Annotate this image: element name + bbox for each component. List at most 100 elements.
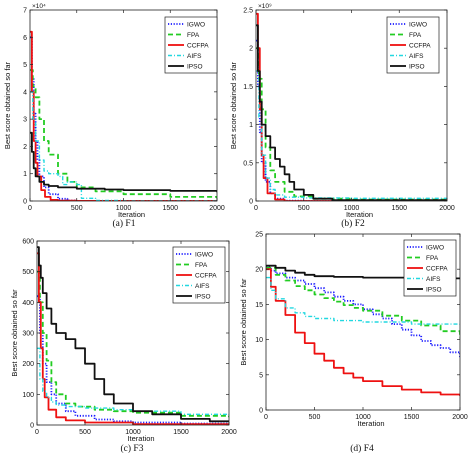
y-tick-label: 1.5: [243, 84, 253, 91]
legend-label-fpa: FPA: [187, 32, 200, 39]
legend-label-aifs: AIFS: [187, 53, 202, 60]
x-axis-label: Iteration: [346, 210, 373, 219]
x-tick-label: 0: [28, 205, 32, 212]
series-line-fpa: [256, 47, 447, 201]
x-tick-label: 0: [264, 414, 268, 421]
y-tick-label: 15: [255, 302, 263, 309]
y-tick-label: 7: [23, 8, 27, 15]
y-exponent-label: ×10⁹: [258, 3, 272, 10]
legend-label-ipso: IPSO: [426, 286, 442, 293]
y-axis-label: Best score obtained so far: [239, 278, 248, 366]
chart-panel-1: 0 500 1000 1500 2000 0 1 2 3 4 5 6 7 ×10⁴ Iteration Bes…: [3, 3, 225, 229]
series-line-ipso: [37, 246, 229, 423]
legend-label-aifs: AIFS: [426, 276, 441, 283]
series-group: [266, 264, 460, 396]
series-line-igwo: [266, 266, 460, 358]
x-tick-label: 2000: [209, 205, 225, 212]
y-tick-label: 2: [249, 46, 253, 53]
legend-label-ccfpa: CCFPA: [426, 265, 448, 272]
series-group: [256, 12, 447, 201]
y-tick-label: 500: [22, 269, 34, 276]
x-tick-label: 500: [309, 414, 321, 421]
y-tick-label: 6: [23, 35, 27, 42]
y-tick-label: 10: [255, 337, 263, 344]
y-tick-label: 5: [23, 62, 27, 69]
chart-panel-4: 0 500 1000 1500 2000 0 5 10 15 20 25 Iteration Best …: [239, 232, 468, 455]
x-tick-label: 2000: [452, 414, 468, 421]
x-tick-label: 2000: [221, 429, 237, 436]
legend-label-ccfpa: CCFPA: [409, 42, 431, 49]
y-tick-label: 2: [23, 144, 27, 151]
legend-label-ipso: IPSO: [195, 293, 211, 300]
legend: IGWO FPA CCFPA AIFS IPSO: [172, 246, 226, 304]
x-tick-label: 500: [71, 205, 83, 212]
y-axis-label: Best score obtained so far: [229, 61, 238, 149]
x-tick-label: 1000: [344, 205, 360, 212]
y-tick-label: 5: [259, 372, 263, 379]
x-tick-label: 1500: [173, 429, 189, 436]
series-line-fpa: [37, 270, 229, 418]
y-tick-label: 1: [23, 171, 27, 178]
legend-label-ipso: IPSO: [187, 63, 203, 70]
x-tick-label: 500: [298, 205, 310, 212]
series-line-ipso: [30, 131, 217, 193]
y-tick-label: 0: [249, 199, 253, 206]
y-tick-label: 0: [259, 408, 263, 415]
legend-label-fpa: FPA: [195, 262, 208, 269]
chart-panel-2: 0 500 1000 1500 2000 0 0.5 1 1.5 2 2.5 ×10⁹ Iteratio…: [229, 3, 455, 229]
legend-label-igwo: IGWO: [426, 244, 444, 251]
x-tick-label: 0: [35, 429, 39, 436]
y-tick-label: 4: [23, 89, 27, 96]
x-tick-label: 500: [79, 429, 91, 436]
legend-label-igwo: IGWO: [409, 21, 427, 28]
y-tick-label: 2.5: [243, 8, 253, 15]
y-tick-label: 0.5: [243, 160, 253, 167]
legend: IGWO FPA CCFPA AIFS IPSO: [164, 16, 218, 74]
y-tick-label: 600: [22, 239, 34, 246]
x-tick-label: 1000: [125, 429, 141, 436]
series-line-aifs: [30, 91, 217, 201]
x-tick-label: 2000: [439, 205, 455, 212]
legend-box: [386, 16, 440, 74]
y-axis-label: Best score obtained so far: [3, 61, 12, 149]
x-axis-label: Iteration: [127, 434, 154, 443]
x-tick-label: 0: [254, 205, 258, 212]
y-tick-label: 100: [22, 392, 34, 399]
panel-caption: (d) F4: [350, 443, 374, 454]
y-tick-label: 0: [30, 423, 34, 430]
series-line-aifs: [266, 276, 460, 326]
series-line-ipso: [266, 264, 460, 280]
legend: IGWO FPA CCFPA AIFS IPSO: [386, 16, 440, 74]
chart-panel-3: 0 500 1000 1500 2000 0 100 200 300 400 500 600 Itera…: [10, 239, 237, 455]
legend-label-aifs: AIFS: [195, 283, 210, 290]
legend-label-aifs: AIFS: [409, 53, 424, 60]
y-tick-label: 300: [22, 331, 34, 338]
y-axis-label: Best score obtained so far: [10, 289, 19, 377]
x-tick-label: 1000: [116, 205, 132, 212]
legend-label-igwo: IGWO: [195, 251, 213, 258]
y-exponent-label: ×10⁴: [32, 3, 46, 10]
y-tick-label: 0: [23, 199, 27, 206]
panel-caption: (a) F1: [113, 218, 136, 229]
y-tick-label: 25: [255, 232, 263, 239]
y-tick-label: 20: [255, 267, 263, 274]
panel-caption: (b) F2: [341, 218, 365, 229]
legend-label-igwo: IGWO: [187, 21, 205, 28]
legend-label-ccfpa: CCFPA: [187, 42, 209, 49]
x-tick-label: 1500: [391, 205, 407, 212]
legend-label-ipso: IPSO: [409, 63, 425, 70]
legend-label-ccfpa: CCFPA: [195, 272, 217, 279]
series-line-ipso: [256, 24, 447, 201]
series-line-ccfpa: [37, 252, 229, 425]
y-tick-label: 400: [22, 300, 34, 307]
series-line-fpa: [266, 266, 460, 339]
y-tick-label: 200: [22, 361, 34, 368]
y-tick-label: 1: [249, 122, 253, 129]
x-tick-label: 1500: [162, 205, 178, 212]
x-tick-label: 1000: [355, 414, 371, 421]
legend: IGWO FPA CCFPA AIFS IPSO: [403, 239, 457, 297]
legend-label-fpa: FPA: [426, 255, 439, 262]
x-axis-label: Iteration: [357, 419, 384, 428]
panel-caption: (c) F3: [121, 443, 144, 454]
